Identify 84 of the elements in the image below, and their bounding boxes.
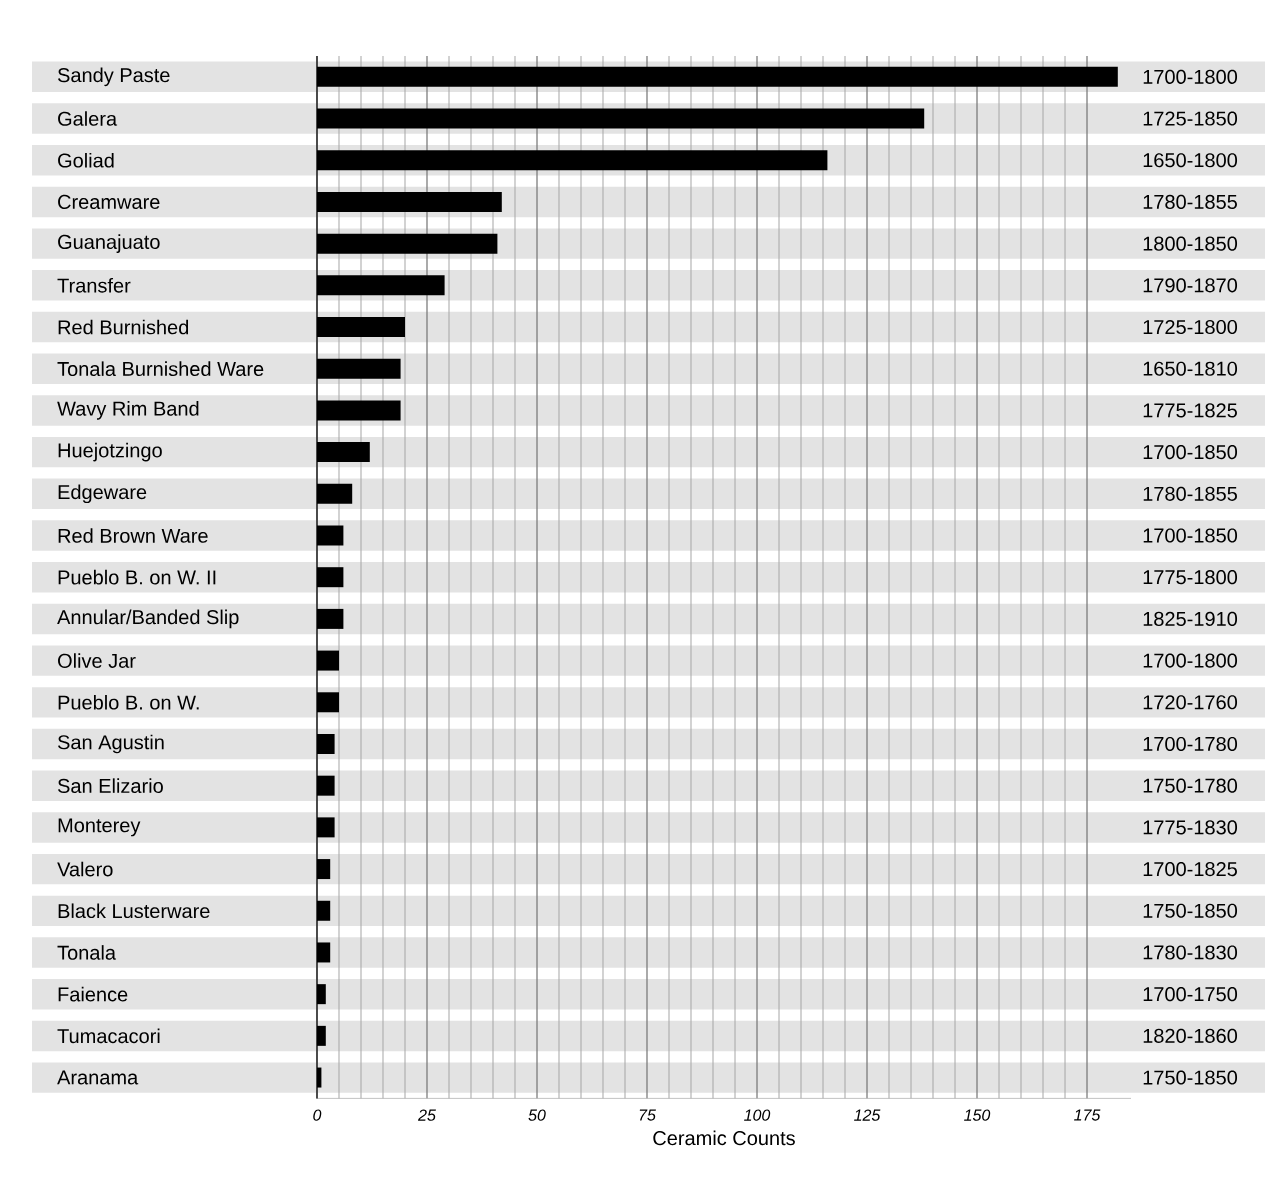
bar [317,567,344,588]
y-tick-label: Black Lusterware [58,903,210,919]
bar [317,233,498,254]
y-tick-label: Goliad [58,152,114,168]
y-tick-label: Tumacacori [57,1028,160,1044]
text: 1700-1800 [1143,69,1238,84]
x-tick-label: 50 [528,1109,546,1121]
y-tick-label: Sandy Paste [57,67,170,87]
bar [317,900,331,921]
text: 1750-1850 [1143,903,1238,918]
y-tick-label: Transfer [57,277,131,293]
text: 1750-1780 [1143,778,1238,793]
text: 1800-1850 [1143,236,1238,251]
bar [317,817,335,838]
text: 1700-1780 [1143,736,1238,752]
text: 1775-1825 [1143,403,1237,418]
bar [317,1067,322,1088]
bar [317,66,1118,87]
text: 1775-1830 [1143,820,1238,835]
bar [317,150,828,171]
y-tick-label: Monterey [58,818,141,837]
bar [317,191,502,212]
y-tick-label: Tonala [57,945,117,960]
bar [317,483,353,504]
x-tick-label: 25 [418,1109,436,1121]
text: 1750-1850 [1143,1070,1238,1085]
bar [317,442,370,463]
y-tick-label: Red Brown Ware [58,528,208,543]
bar [317,358,401,379]
bar [317,692,339,713]
text: 1820-1860 [1143,1028,1238,1043]
y-tick-label: Edgeware [58,484,147,504]
bar [317,1025,326,1046]
y-tick-label: Galera [58,111,118,126]
y-tick-label: Huejotzingo [58,442,162,462]
y-tick-label: Pueblo B. on W. [58,694,199,710]
text: 1775-1800 [1143,570,1238,585]
bar [317,984,326,1005]
text: 1700-1750 [1143,987,1238,1002]
y-tick-label: Red Burnished [58,319,189,335]
y-tick-label: Annular/Banded Slip [57,609,239,629]
text: 1780-1830 [1143,945,1238,960]
bar [317,733,335,754]
x-tick-label: 150 [964,1109,991,1121]
y-tick-label: Faience [58,986,128,1002]
y-tick-label: Tonala Burnished Ware [57,361,264,377]
x-tick-label: 0 [313,1109,322,1121]
y-tick-label: Aranama [57,1070,139,1085]
x-tick-label: 175 [1074,1109,1101,1121]
text: 1650-1810 [1143,361,1238,376]
y-tick-label: Wavy Rim Band [57,401,199,420]
text: 1780-1855 [1143,486,1237,501]
x-axis-title: Ceramic Counts [653,1130,795,1146]
x-tick-label: 125 [854,1109,881,1121]
bar [317,108,925,129]
y-tick-label: San Agustin [57,734,164,754]
text: 1650-1800 [1143,153,1238,168]
y-tick-label: San Elizario [57,778,163,794]
x-tick-label: 75 [639,1109,656,1121]
y-tick-label: Creamware [58,194,160,209]
bar [317,775,335,796]
bar [317,650,339,671]
y-tick-label: Pueblo B. on W. II [58,569,216,585]
bar [317,275,445,296]
bar [317,942,331,963]
bar [317,525,344,546]
text: 1825-1910 [1143,611,1238,626]
text: 1725-1850 [1143,111,1238,126]
text: 1780-1855 [1143,194,1237,209]
bar [317,859,331,880]
text: 1700-1850 [1143,445,1238,460]
text: 1700-1825 [1143,862,1237,877]
text: 1790-1870 [1143,278,1238,293]
y-tick-label: Valero [57,861,113,877]
bar [317,317,405,338]
text: 1720-1760 [1143,695,1238,710]
bar [317,608,344,629]
text: 1700-1850 [1143,528,1238,543]
y-tick-label: Guanajuato [58,234,160,253]
text: 1725-1800 [1143,319,1238,335]
x-tick-label: 100 [744,1109,771,1121]
bar [317,400,401,421]
text: 1700-1800 [1143,653,1238,668]
y-tick-label: Olive Jar [58,653,136,668]
